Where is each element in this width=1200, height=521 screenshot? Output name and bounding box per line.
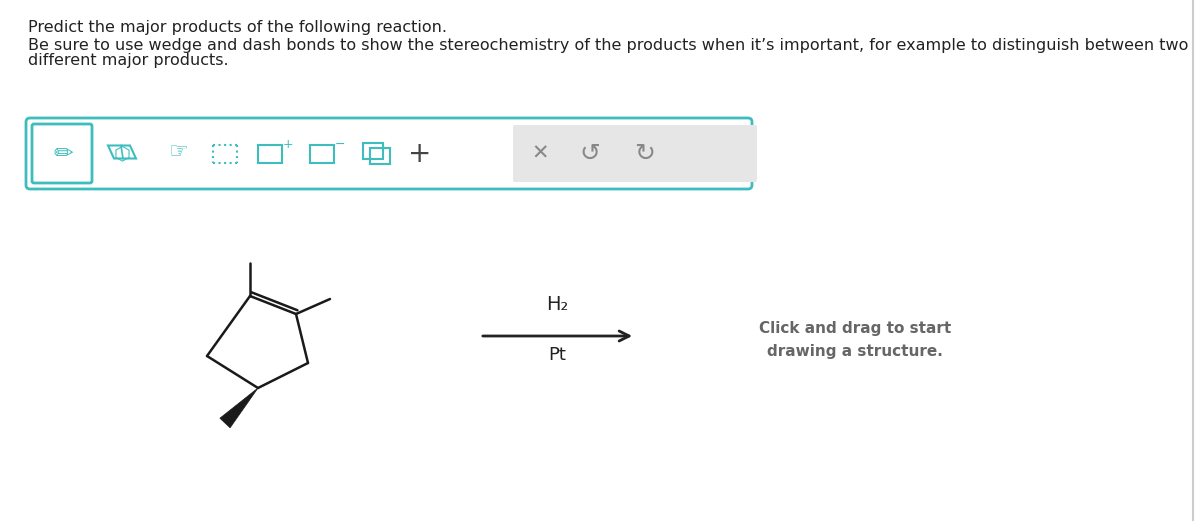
Text: +: +: [408, 140, 432, 167]
Text: Pt: Pt: [548, 346, 566, 364]
FancyBboxPatch shape: [32, 124, 92, 183]
FancyBboxPatch shape: [514, 125, 757, 182]
Text: different major products.: different major products.: [28, 53, 229, 68]
Polygon shape: [220, 388, 258, 428]
Text: Be sure to use wedge and dash bonds to show the stereochemistry of the products : Be sure to use wedge and dash bonds to s…: [28, 38, 1188, 53]
FancyBboxPatch shape: [26, 118, 752, 189]
Text: ✏: ✏: [53, 142, 73, 166]
Text: ↻: ↻: [635, 142, 655, 166]
Text: ↺: ↺: [580, 142, 600, 166]
Text: H₂: H₂: [546, 295, 569, 314]
Text: Predict the major products of the following reaction.: Predict the major products of the follow…: [28, 20, 446, 35]
Text: ⬡: ⬡: [114, 144, 131, 163]
Text: −: −: [335, 138, 346, 151]
Text: +: +: [283, 138, 293, 151]
Text: ☞: ☞: [168, 143, 188, 163]
Text: Click and drag to start
drawing a structure.: Click and drag to start drawing a struct…: [758, 321, 952, 359]
Text: ✕: ✕: [532, 143, 548, 164]
